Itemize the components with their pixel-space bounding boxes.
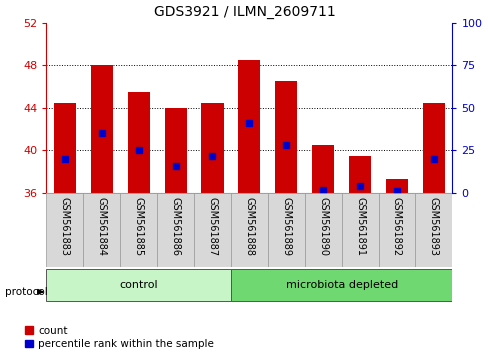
Bar xyxy=(348,156,370,193)
Bar xyxy=(194,193,230,267)
Text: GSM561883: GSM561883 xyxy=(60,197,70,256)
Bar xyxy=(46,193,83,267)
Bar xyxy=(91,65,113,193)
Text: GSM561892: GSM561892 xyxy=(391,197,401,256)
Bar xyxy=(230,193,267,267)
Bar xyxy=(304,193,341,267)
Text: GSM561889: GSM561889 xyxy=(281,197,291,256)
Text: control: control xyxy=(119,280,158,290)
Bar xyxy=(415,193,451,267)
Bar xyxy=(238,60,260,193)
Bar xyxy=(46,269,230,301)
Bar xyxy=(201,103,223,193)
Text: GDS3921 / ILMN_2609711: GDS3921 / ILMN_2609711 xyxy=(153,5,335,19)
Legend: count, percentile rank within the sample: count, percentile rank within the sample xyxy=(25,326,214,349)
Text: microbiota depleted: microbiota depleted xyxy=(285,280,397,290)
Bar xyxy=(275,81,297,193)
Bar xyxy=(341,193,378,267)
Bar xyxy=(267,193,304,267)
Text: GSM561891: GSM561891 xyxy=(354,197,365,256)
Text: GSM561888: GSM561888 xyxy=(244,197,254,256)
Bar xyxy=(385,179,407,193)
Text: GSM561887: GSM561887 xyxy=(207,197,217,256)
Bar xyxy=(311,145,334,193)
Bar xyxy=(230,269,451,301)
Text: GSM561893: GSM561893 xyxy=(428,197,438,256)
Bar xyxy=(378,193,415,267)
Bar xyxy=(127,92,149,193)
Text: GSM561884: GSM561884 xyxy=(97,197,106,256)
Bar xyxy=(164,108,186,193)
Bar xyxy=(54,103,76,193)
Bar xyxy=(120,193,157,267)
Text: GSM561886: GSM561886 xyxy=(170,197,180,256)
Bar xyxy=(422,103,444,193)
Bar xyxy=(83,193,120,267)
Text: GSM561890: GSM561890 xyxy=(318,197,327,256)
Text: protocol: protocol xyxy=(5,287,47,297)
Bar xyxy=(157,193,194,267)
Text: GSM561885: GSM561885 xyxy=(133,197,143,256)
